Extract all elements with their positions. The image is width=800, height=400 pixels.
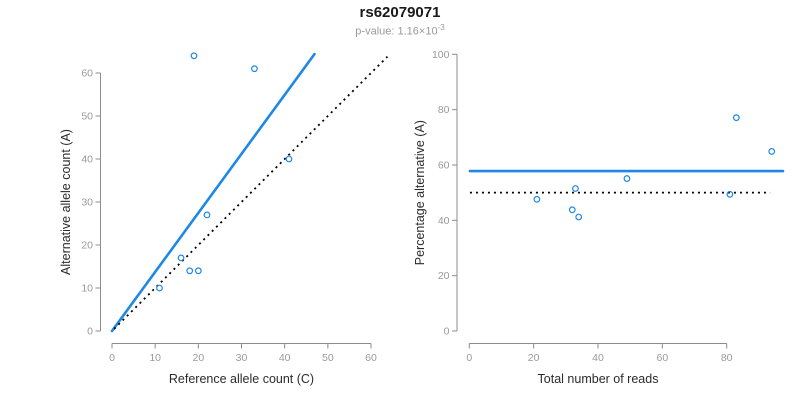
y-tick-label: 50 — [81, 111, 93, 123]
y-tick-label: 20 — [438, 270, 450, 282]
data-point — [768, 148, 776, 155]
x-tick-label: 50 — [322, 352, 334, 364]
y-tick-label: 100 — [432, 49, 450, 61]
y-tick-label: 30 — [81, 197, 93, 209]
y-tick-label: 20 — [81, 240, 93, 252]
data-point — [568, 206, 576, 214]
y-tick-label: 60 — [81, 68, 93, 80]
data-point — [156, 284, 163, 292]
y-axis-title: Percentage alternative (A) — [413, 120, 427, 265]
data-point — [186, 267, 194, 275]
fitted-ratio-line — [110, 52, 316, 333]
data-point — [732, 114, 740, 122]
data-point — [251, 65, 258, 73]
x-tick-label: 20 — [192, 352, 204, 364]
x-tick-label: 0 — [466, 352, 472, 364]
data-point — [572, 185, 579, 192]
x-tick-label: 60 — [657, 352, 669, 364]
data-point — [623, 175, 631, 182]
x-axis-title: Total number of reads — [538, 372, 659, 386]
identity-line — [113, 56, 389, 330]
y-tick-label: 10 — [81, 283, 93, 295]
x-tick-label: 10 — [149, 352, 161, 364]
data-point — [726, 190, 734, 198]
y-tick-label: 60 — [438, 159, 450, 171]
x-tick-label: 40 — [279, 352, 291, 364]
y-tick-label: 40 — [438, 215, 450, 227]
x-tick-label: 30 — [236, 352, 248, 364]
y-axis-title: Alternative allele count (A) — [59, 129, 73, 275]
x-tick-label: 40 — [592, 352, 604, 364]
y-tick-label: 0 — [444, 326, 450, 338]
data-point — [194, 267, 202, 275]
y-tick-label: 80 — [438, 104, 450, 116]
x-tick-label: 0 — [109, 352, 115, 364]
data-point — [190, 52, 198, 60]
x-tick-label: 80 — [721, 352, 733, 364]
x-axis-title: Reference allele count (C) — [169, 372, 314, 386]
data-point — [177, 254, 185, 262]
y-tick-label: 40 — [81, 154, 93, 166]
data-point — [285, 155, 293, 163]
data-point — [575, 213, 583, 221]
x-tick-label: 60 — [365, 352, 377, 364]
data-point — [533, 195, 541, 203]
y-tick-label: 0 — [87, 326, 93, 338]
data-point — [203, 211, 211, 219]
x-tick-label: 20 — [528, 352, 540, 364]
